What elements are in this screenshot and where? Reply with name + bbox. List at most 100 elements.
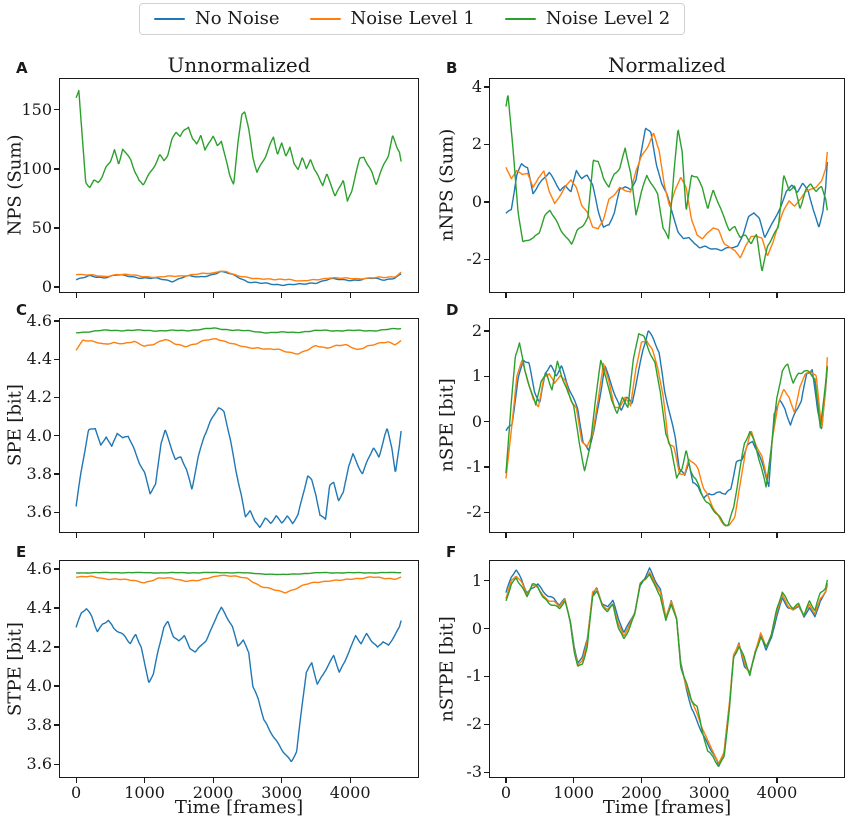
y-tick-label: 4.6 — [26, 558, 52, 578]
y-tick-label: 0 — [471, 411, 482, 431]
series-line-noise-level-2 — [75, 571, 402, 576]
series-line-no-noise — [75, 270, 402, 287]
y-tick-label: 2 — [471, 320, 482, 340]
y-tick-label: 0 — [471, 618, 482, 638]
y-tick-label: 1 — [471, 366, 482, 386]
y-tick-mark — [53, 227, 59, 229]
y-tick-label: -2 — [466, 249, 482, 269]
x-tick-mark — [708, 533, 710, 539]
x-tick-mark — [776, 533, 778, 539]
x-tick-mark — [75, 533, 77, 539]
x-tick-mark — [144, 293, 146, 299]
x-tick-mark — [75, 778, 77, 784]
y-tick-label: 2 — [471, 134, 482, 154]
y-tick-label: 4.0 — [26, 676, 52, 696]
chart-canvas-f — [505, 567, 828, 767]
y-tick-label: 3.8 — [26, 464, 52, 484]
y-tick-label: 0 — [41, 277, 52, 297]
panel-label-f: F — [446, 543, 457, 561]
x-tick-label: 2000 — [621, 783, 662, 802]
chart-canvas-d — [505, 330, 828, 527]
panel-f-plot: -3 -2 -1 0 1 0 1000 2000 3000 4000 — [466, 560, 845, 802]
y-axis-label-stpe: STPE [bit] — [4, 622, 26, 716]
series-line-no-noise — [75, 606, 402, 762]
y-axis-label-nstpe: nSTPE [bit] — [436, 616, 458, 722]
y-tick-mark — [483, 466, 489, 468]
y-tick-mark — [53, 435, 59, 437]
panel-label-e: E — [16, 543, 27, 561]
x-tick-mark — [281, 293, 283, 299]
y-tick-label: 3.6 — [26, 502, 52, 522]
y-axis-label-spe: SPE [bit] — [4, 384, 26, 466]
y-tick-mark — [483, 675, 489, 678]
x-tick-mark — [573, 533, 575, 539]
y-tick-label: 4 — [471, 77, 482, 97]
y-tick-label: -3 — [466, 762, 482, 782]
y-tick-mark — [53, 320, 59, 322]
x-tick-mark — [349, 293, 351, 299]
series-line-noise-level-1 — [75, 338, 402, 355]
series-line-no-noise — [75, 407, 402, 528]
y-tick-mark — [53, 358, 59, 360]
series-line-noise-level-2 — [75, 327, 402, 334]
panel-a-plot: 0 50 100 150 — [21, 78, 419, 299]
legend: No Noise Noise Level 1 Noise Level 2 — [139, 3, 686, 35]
x-tick-mark — [776, 293, 778, 299]
y-tick-label: 4.2 — [26, 387, 52, 407]
series-line-noise-level-2 — [505, 333, 828, 527]
legend-label: Noise Level 2 — [545, 8, 671, 29]
y-tick-mark — [53, 763, 59, 765]
y-tick-mark — [483, 511, 489, 514]
chart-canvas-b — [505, 95, 828, 272]
x-tick-mark — [144, 778, 146, 784]
x-tick-mark — [212, 778, 214, 784]
y-tick-label: 4.6 — [26, 311, 52, 331]
legend-line-swatch — [504, 17, 536, 21]
y-tick-label: 4.0 — [26, 425, 52, 445]
y-tick-label: 150 — [21, 99, 52, 119]
x-tick-mark — [640, 533, 643, 539]
series-line-noise-level-2 — [75, 89, 402, 202]
y-tick-mark — [53, 109, 59, 111]
x-tick-label: 3000 — [688, 783, 730, 802]
y-tick-mark — [53, 724, 59, 726]
column-title-normalized: Normalized — [608, 53, 726, 77]
y-tick-mark — [53, 685, 59, 687]
x-tick-mark — [349, 533, 351, 539]
x-tick-mark — [640, 778, 643, 784]
panel-e-plot: 3.6 3.8 4.0 4.2 4.4 4.6 0 1000 2000 3000 4000 — [27, 559, 419, 802]
x-axis-label-right: Time [frames] — [602, 797, 732, 818]
series-line-noise-level-2 — [505, 95, 828, 272]
x-tick-mark — [505, 533, 507, 539]
y-tick-label: 0 — [471, 191, 482, 211]
y-tick-mark — [483, 375, 489, 377]
y-tick-label: -2 — [466, 714, 482, 734]
y-axis-label-nnps: nNPS (Sum) — [436, 128, 458, 242]
x-tick-mark — [573, 293, 575, 299]
y-tick-label: -1 — [466, 666, 482, 686]
y-tick-mark — [483, 627, 489, 630]
x-axis-label-left: Time [frames] — [174, 797, 304, 818]
y-tick-mark — [483, 143, 489, 146]
legend-line-swatch — [309, 17, 341, 21]
chart-canvas-c — [75, 327, 402, 528]
x-tick-mark — [776, 778, 778, 784]
x-tick-mark — [144, 533, 146, 539]
legend-line-swatch — [154, 17, 185, 21]
legend-label: No Noise — [195, 8, 280, 29]
y-tick-label: 3.6 — [26, 754, 52, 774]
x-tick-mark — [281, 778, 283, 784]
series-line-noise-level-2 — [505, 573, 828, 767]
panel-c-plot: 3.6 3.8 4.0 4.2 4.4 4.6 — [27, 311, 419, 539]
y-tick-mark — [483, 723, 489, 725]
y-tick-mark — [483, 86, 489, 88]
y-tick-mark — [53, 286, 59, 288]
x-tick-label: 4000 — [756, 783, 798, 802]
y-tick-label: -2 — [466, 502, 482, 522]
y-tick-label: -1 — [466, 457, 482, 477]
series-line-noise-level-1 — [75, 574, 402, 594]
series-line-noise-level-1 — [505, 340, 828, 527]
chart-canvas-a — [75, 89, 402, 287]
panel-label-c: C — [16, 301, 28, 319]
x-tick-mark — [708, 293, 710, 299]
